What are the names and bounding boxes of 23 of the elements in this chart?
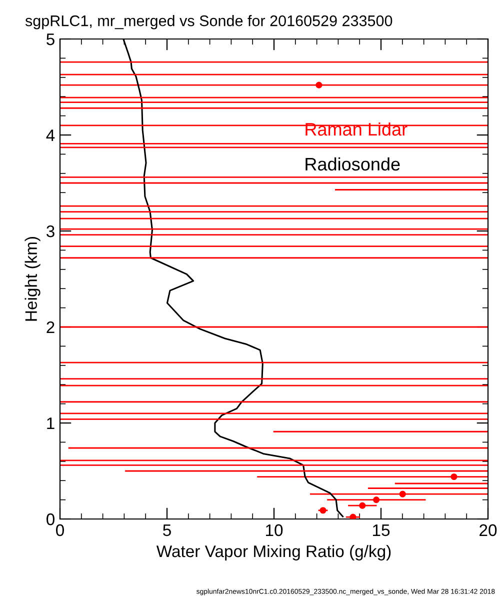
x-tick-label: 20: [480, 524, 497, 536]
text: Raman Lidar: [306, 122, 408, 136]
point: [320, 507, 326, 514]
point: [399, 490, 406, 498]
x-tick-label: 0: [56, 524, 64, 536]
point: [359, 502, 366, 509]
x-tick-label: 15: [373, 524, 390, 536]
text: Radiosonde: [306, 157, 400, 171]
y-axis-title: Height (km): [24, 236, 40, 321]
x-tick-label: 10: [266, 524, 283, 536]
y-tick-label: 1: [47, 418, 54, 430]
point: [350, 514, 356, 519]
x-axis-title: Water Vapor Mixing Ratio (g/kg): [156, 544, 391, 560]
chart-title: sgpRLC1, mr_merged vs Sonde for 20160529 233500: [25, 15, 392, 30]
y-tick-label: 5: [46, 34, 54, 46]
y-tick-label: 3: [46, 225, 54, 238]
y-tick-label: 4: [46, 130, 55, 142]
point: [373, 496, 380, 504]
y-tick-label: 0: [46, 513, 54, 526]
x-tick-label: 5: [163, 524, 171, 536]
point: [316, 82, 322, 88]
point: [450, 473, 458, 480]
y-tick-label: 2: [46, 321, 54, 334]
